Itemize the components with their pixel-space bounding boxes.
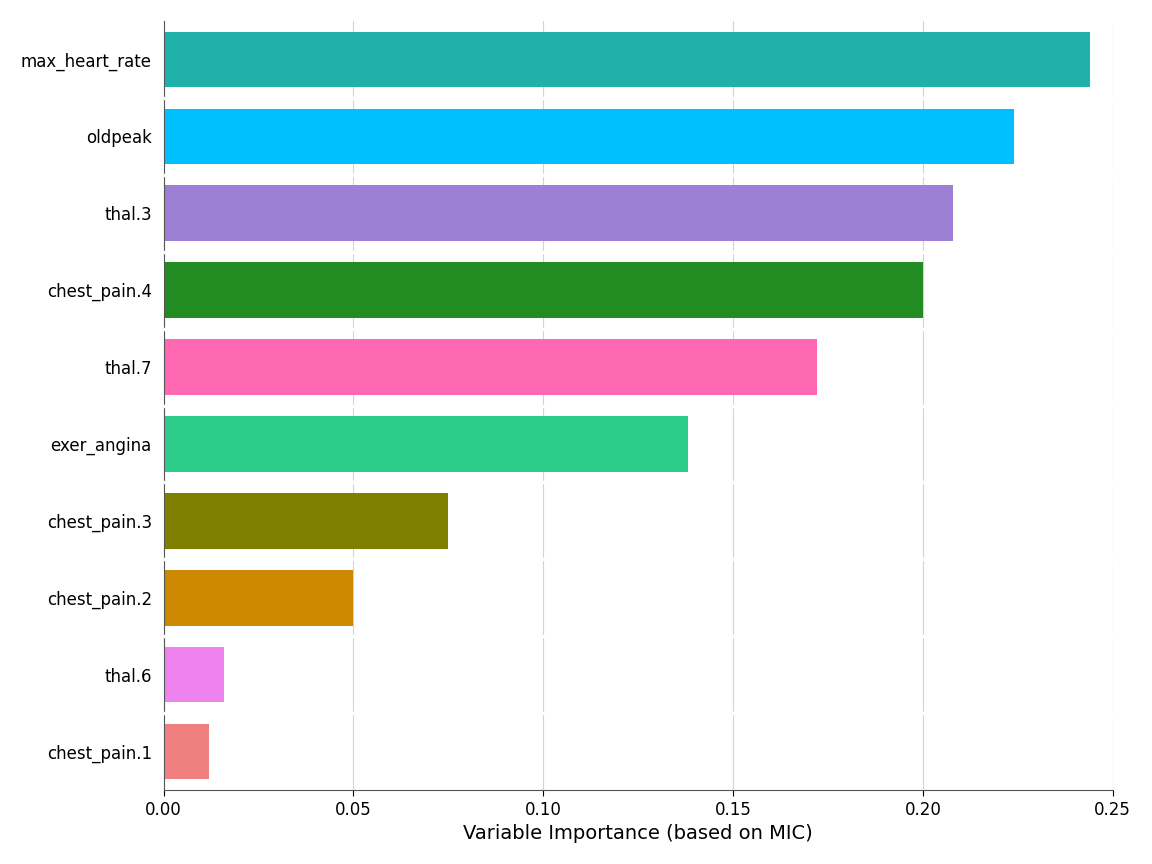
Bar [164,263,923,318]
Bar [164,647,225,702]
Bar [164,32,1090,87]
Bar [164,340,817,395]
Bar [164,493,448,549]
Bar [164,570,354,626]
Bar [164,186,954,241]
Bar [164,416,688,472]
Bar [164,109,1014,164]
Bar [164,724,210,779]
X-axis label: Variable Importance (based on MIC): Variable Importance (based on MIC) [463,824,813,843]
